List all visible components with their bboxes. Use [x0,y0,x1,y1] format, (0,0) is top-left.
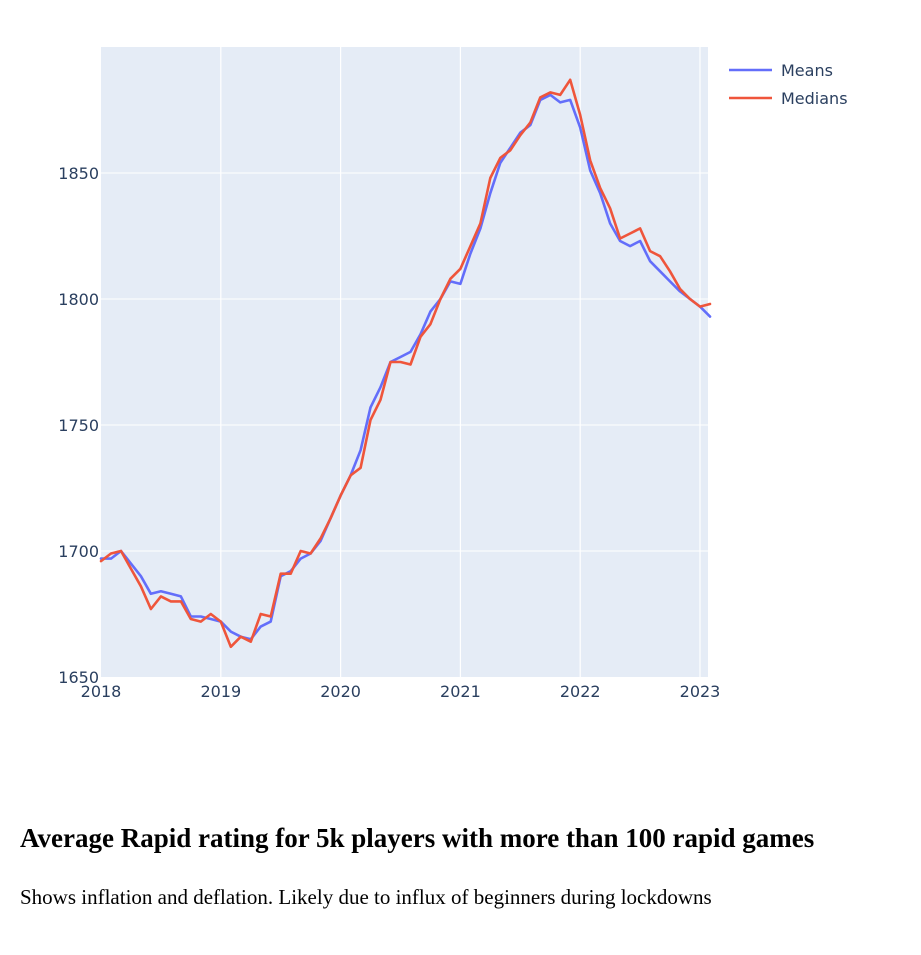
caption-description: Shows inflation and deflation. Likely du… [20,885,712,909]
legend-label-medians: Medians [781,89,848,108]
x-tick-label: 2021 [440,682,481,701]
y-axis-ticks: 1650 1700 1750 1800 1850 [58,164,99,687]
x-tick-label: 2020 [320,682,361,701]
line-chart: 2018 2019 2020 2021 2022 2023 1650 1700 1750 180… [58,47,848,701]
series-line-medians [99,78,712,649]
x-tick-label: 2022 [560,682,601,701]
y-tick-label: 1800 [58,290,99,309]
y-tick-label: 1850 [58,164,99,183]
grid-lines [101,47,708,677]
legend: Means Medians [729,61,848,108]
legend-label-means: Means [781,61,833,80]
y-tick-label: 1650 [58,668,99,687]
series-line-means [99,93,712,641]
y-tick-label: 1750 [58,416,99,435]
caption-title: Average Rapid rating for 5k players with… [20,823,815,853]
x-axis-ticks: 2018 2019 2020 2021 2022 2023 [81,682,721,701]
y-tick-label: 1700 [58,542,99,561]
x-tick-label: 2019 [200,682,241,701]
x-tick-label: 2023 [680,682,721,701]
x-tick-label: 2018 [81,682,122,701]
series-lines [99,78,712,649]
